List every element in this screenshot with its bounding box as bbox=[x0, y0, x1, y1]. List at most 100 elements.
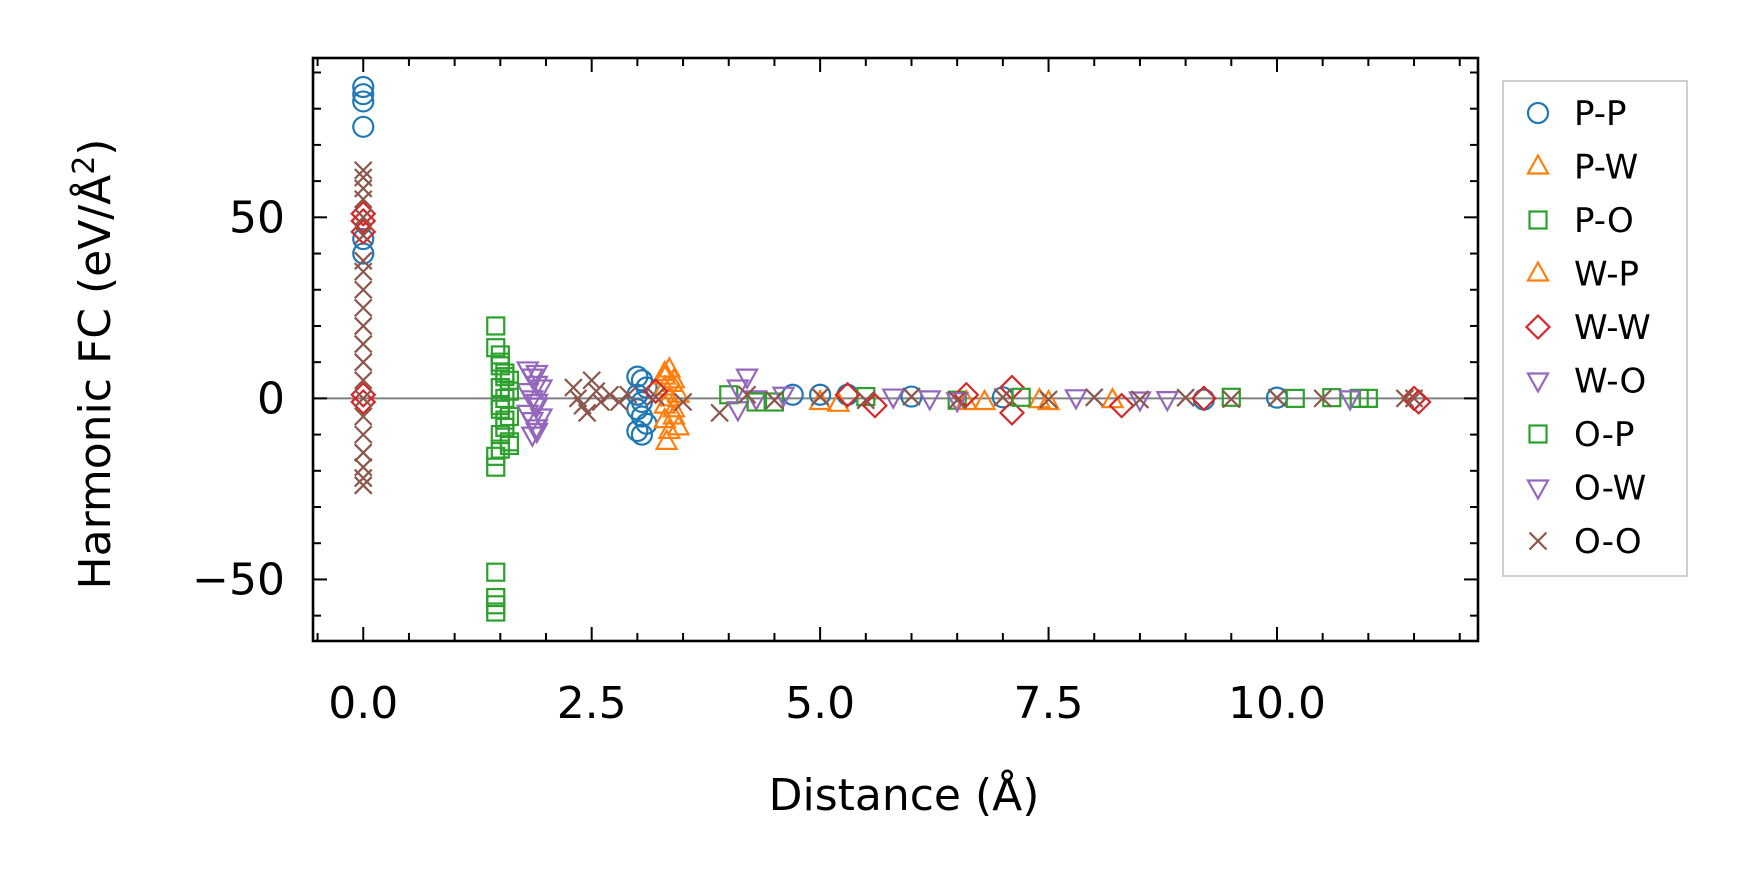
data-point bbox=[953, 381, 980, 408]
data-point bbox=[352, 90, 375, 113]
data-point bbox=[1039, 390, 1058, 409]
data-point bbox=[1267, 388, 1287, 407]
data-point bbox=[1084, 388, 1104, 407]
y-axis-label-sup: 2 bbox=[67, 156, 102, 175]
data-point bbox=[710, 403, 729, 423]
legend-label: O-P bbox=[1574, 415, 1634, 455]
data-point bbox=[486, 457, 506, 477]
data-point bbox=[353, 389, 373, 408]
data-point bbox=[945, 392, 970, 414]
data-point bbox=[529, 408, 554, 430]
data-point bbox=[1395, 389, 1415, 408]
data-point bbox=[490, 345, 510, 365]
data-point bbox=[490, 396, 510, 416]
data-point bbox=[486, 595, 506, 615]
data-point bbox=[490, 439, 510, 459]
data-point bbox=[524, 393, 549, 416]
data-point bbox=[947, 390, 967, 410]
legend-item-o-o: O-O bbox=[1528, 522, 1642, 562]
data-point bbox=[810, 387, 830, 406]
legend-marker bbox=[1528, 210, 1548, 230]
legend-marker bbox=[1526, 101, 1550, 125]
data-point bbox=[353, 208, 373, 227]
data-point bbox=[486, 338, 506, 358]
data-point bbox=[652, 392, 677, 414]
data-point bbox=[1155, 391, 1180, 413]
data-point bbox=[1222, 389, 1241, 409]
data-point bbox=[993, 388, 1013, 407]
data-point bbox=[626, 419, 649, 443]
data-point bbox=[524, 397, 549, 419]
y-axis-label-close: ) bbox=[70, 139, 121, 156]
data-point bbox=[600, 385, 620, 405]
legend-label: O-W bbox=[1574, 469, 1646, 509]
data-point bbox=[350, 381, 377, 408]
series-o-p bbox=[490, 352, 1305, 459]
data-point bbox=[609, 392, 629, 412]
data-point bbox=[353, 334, 373, 354]
data-point bbox=[1285, 388, 1305, 408]
data-point bbox=[1405, 388, 1432, 416]
data-point bbox=[808, 388, 832, 411]
data-point bbox=[524, 375, 549, 398]
data-point bbox=[1313, 389, 1332, 408]
data-point bbox=[591, 392, 611, 412]
data-point bbox=[1190, 385, 1217, 412]
series-w-w bbox=[350, 200, 1432, 426]
data-point bbox=[352, 227, 375, 251]
data-point bbox=[524, 364, 549, 387]
data-point bbox=[998, 399, 1026, 426]
legend-marker bbox=[1526, 372, 1550, 394]
data-point bbox=[1176, 388, 1195, 407]
data-point bbox=[646, 387, 665, 406]
data-point bbox=[486, 562, 506, 582]
legend-label: P-P bbox=[1574, 94, 1627, 134]
legend-marker bbox=[1526, 479, 1550, 501]
y-tick-label: 50 bbox=[229, 192, 285, 243]
data-point bbox=[353, 468, 373, 488]
legend-item-p-w: P-W bbox=[1526, 148, 1638, 188]
data-point bbox=[350, 207, 377, 235]
data-point bbox=[652, 359, 677, 382]
legend-item-p-o: P-O bbox=[1528, 201, 1634, 241]
data-point bbox=[353, 316, 373, 336]
legend-marker bbox=[1526, 260, 1550, 282]
y-axis-label: Harmonic FC (eV/Å2) bbox=[67, 139, 121, 590]
data-point bbox=[1011, 387, 1031, 407]
data-point bbox=[486, 602, 506, 622]
legend: P-P P-W P-O W-P W-W W-O O-P O-W O-O bbox=[1502, 80, 1688, 577]
data-point bbox=[1221, 387, 1241, 407]
data-point bbox=[746, 392, 766, 412]
data-point bbox=[353, 443, 373, 462]
data-point bbox=[737, 385, 757, 405]
legend-label: O-O bbox=[1574, 522, 1642, 562]
x-tick-label: 7.5 bbox=[1014, 678, 1084, 729]
data-point bbox=[586, 381, 606, 401]
data-point bbox=[1128, 391, 1152, 413]
data-point bbox=[1338, 390, 1362, 412]
data-point bbox=[917, 390, 942, 412]
x-tick-label: 2.5 bbox=[557, 678, 627, 729]
data-point bbox=[353, 280, 373, 300]
legend-label: W-O bbox=[1574, 362, 1646, 402]
legend-label: P-O bbox=[1574, 201, 1634, 241]
data-point bbox=[666, 381, 691, 403]
data-point bbox=[809, 383, 832, 406]
data-point bbox=[495, 388, 515, 408]
data-point bbox=[564, 378, 583, 397]
data-point bbox=[486, 316, 506, 336]
legend-item-w-p: W-P bbox=[1526, 255, 1639, 295]
data-point bbox=[353, 476, 373, 495]
legend-item-w-o: W-O bbox=[1526, 362, 1646, 402]
legend-label: W-W bbox=[1574, 308, 1651, 348]
data-point bbox=[834, 381, 861, 408]
data-point bbox=[735, 368, 759, 390]
data-point bbox=[1358, 388, 1378, 408]
x-tick-label: 5.0 bbox=[785, 678, 855, 729]
data-point bbox=[881, 388, 906, 410]
x-axis-label: Distance (Å) bbox=[769, 768, 1040, 821]
data-point bbox=[352, 83, 375, 106]
data-point bbox=[486, 446, 506, 466]
data-point bbox=[495, 367, 515, 387]
legend-label: W-P bbox=[1574, 255, 1639, 295]
